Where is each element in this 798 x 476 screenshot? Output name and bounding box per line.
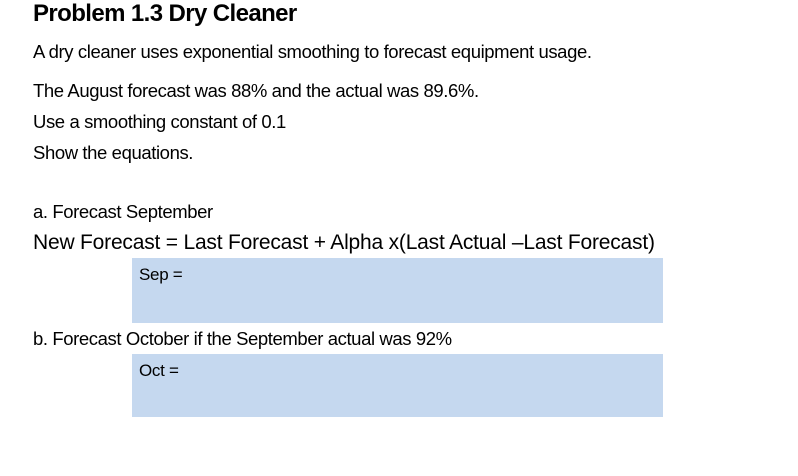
oct-answer-box[interactable]: Oct =: [132, 354, 663, 417]
part-b-question: b. Forecast October if the September act…: [33, 328, 452, 349]
problem-intro: A dry cleaner uses exponential smoothing…: [33, 41, 592, 62]
smoothing-equation: New Forecast = Last Forecast + Alpha x(L…: [33, 231, 655, 254]
problem-constant: Use a smoothing constant of 0.1: [33, 111, 286, 132]
part-a-question: a. Forecast September: [33, 201, 213, 222]
problem-instruction: Show the equations.: [33, 142, 194, 163]
sep-answer-box[interactable]: Sep =: [132, 258, 663, 323]
problem-given: The August forecast was 88% and the actu…: [33, 80, 479, 101]
sep-answer-label: Sep =: [139, 265, 183, 284]
oct-answer-label: Oct =: [139, 361, 179, 380]
problem-title: Problem 1.3 Dry Cleaner: [33, 0, 297, 27]
